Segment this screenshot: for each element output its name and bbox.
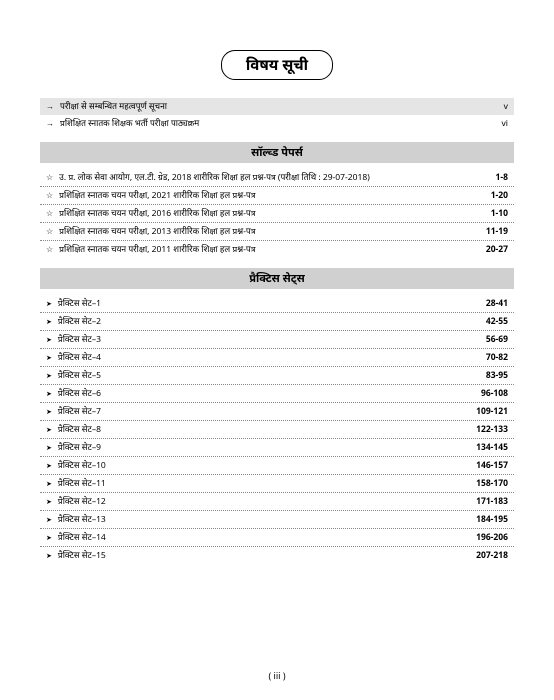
- toc-label: प्रैक्टिस सेट–4: [46, 352, 476, 363]
- page-title-wrap: विषय सूची: [40, 50, 514, 80]
- toc-row: प्रैक्टिस सेट–14196-206: [40, 529, 514, 547]
- toc-label: प्रैक्टिस सेट–1: [46, 298, 476, 309]
- toc-row: उ. प्र. लोक सेवा आयोग, एल.टी. ग्रेड, 201…: [40, 169, 514, 187]
- page-title: विषय सूची: [221, 50, 333, 80]
- toc-row: प्रशिक्षित स्नातक चयन परीक्षा, 2016 शारी…: [40, 205, 514, 223]
- intro-row: प्रशिक्षित स्नातक शिक्षक भर्ती परीक्षा प…: [40, 115, 514, 132]
- toc-row: प्रैक्टिस सेट–9134-145: [40, 439, 514, 457]
- page-number: ( iii ): [0, 669, 554, 682]
- intro-block: परीक्षा से सम्बन्धित महत्वपूर्ण सूचना v …: [40, 98, 514, 132]
- toc-label: प्रैक्टिस सेट–12: [46, 496, 466, 507]
- toc-pages: 42-55: [476, 316, 508, 327]
- toc-pages: 207-218: [466, 550, 508, 561]
- toc-pages: 1-20: [481, 190, 508, 201]
- toc-row: प्रैक्टिस सेट–15207-218: [40, 547, 514, 564]
- toc-label: प्रैक्टिस सेट–3: [46, 334, 476, 345]
- toc-pages: 1-10: [481, 208, 508, 219]
- toc-label: प्रशिक्षित स्नातक चयन परीक्षा, 2013 शारी…: [46, 226, 476, 237]
- toc-pages: 171-183: [466, 496, 508, 507]
- toc-label: उ. प्र. लोक सेवा आयोग, एल.टी. ग्रेड, 201…: [46, 172, 486, 183]
- toc-label: प्रैक्टिस सेट–2: [46, 316, 476, 327]
- toc-label: प्रैक्टिस सेट–6: [46, 388, 471, 399]
- toc-pages: 11-19: [476, 226, 508, 237]
- intro-label: प्रशिक्षित स्नातक शिक्षक भर्ती परीक्षा प…: [46, 118, 199, 129]
- toc-pages: 70-82: [476, 352, 508, 363]
- toc-row: प्रैक्टिस सेट–356-69: [40, 331, 514, 349]
- toc-label: प्रशिक्षित स्नातक चयन परीक्षा, 2011 शारी…: [46, 244, 476, 255]
- toc-row: प्रैक्टिस सेट–696-108: [40, 385, 514, 403]
- toc-row: प्रैक्टिस सेट–470-82: [40, 349, 514, 367]
- intro-row: परीक्षा से सम्बन्धित महत्वपूर्ण सूचना v: [40, 98, 514, 115]
- section-list: उ. प्र. लोक सेवा आयोग, एल.टी. ग्रेड, 201…: [40, 169, 514, 258]
- toc-row: प्रशिक्षित स्नातक चयन परीक्षा, 2011 शारी…: [40, 241, 514, 258]
- toc-label: प्रशिक्षित स्नातक चयन परीक्षा, 2016 शारी…: [46, 208, 481, 219]
- section-header: सॉल्व्ड पेपर्स: [40, 142, 514, 163]
- toc-row: प्रैक्टिस सेट–11158-170: [40, 475, 514, 493]
- toc-row: प्रशिक्षित स्नातक चयन परीक्षा, 2013 शारी…: [40, 223, 514, 241]
- toc-row: प्रैक्टिस सेट–10146-157: [40, 457, 514, 475]
- toc-label: प्रैक्टिस सेट–10: [46, 460, 466, 471]
- toc-row: प्रैक्टिस सेट–12171-183: [40, 493, 514, 511]
- toc-row: प्रशिक्षित स्नातक चयन परीक्षा, 2021 शारी…: [40, 187, 514, 205]
- toc-label: प्रैक्टिस सेट–5: [46, 370, 476, 381]
- toc-pages: 109-121: [466, 406, 508, 417]
- toc-pages: 83-95: [476, 370, 508, 381]
- toc-row: प्रैक्टिस सेट–7109-121: [40, 403, 514, 421]
- toc-label: प्रैक्टिस सेट–15: [46, 550, 466, 561]
- toc-row: प्रैक्टिस सेट–128-41: [40, 295, 514, 313]
- toc-pages: 146-157: [466, 460, 508, 471]
- toc-pages: 158-170: [466, 478, 508, 489]
- toc-row: प्रैक्टिस सेट–583-95: [40, 367, 514, 385]
- intro-pages: vi: [501, 118, 508, 129]
- toc-row: प्रैक्टिस सेट–13184-195: [40, 511, 514, 529]
- toc-label: प्रैक्टिस सेट–13: [46, 514, 466, 525]
- toc-label: प्रैक्टिस सेट–11: [46, 478, 466, 489]
- toc-pages: 1-8: [486, 172, 508, 183]
- toc-pages: 56-69: [476, 334, 508, 345]
- section-header: प्रैक्टिस सेट्स: [40, 268, 514, 289]
- toc-label: प्रैक्टिस सेट–9: [46, 442, 466, 453]
- toc-pages: 184-195: [466, 514, 508, 525]
- intro-pages: v: [504, 101, 508, 112]
- toc-row: प्रैक्टिस सेट–242-55: [40, 313, 514, 331]
- toc-row: प्रैक्टिस सेट–8122-133: [40, 421, 514, 439]
- toc-pages: 122-133: [466, 424, 508, 435]
- toc-label: प्रैक्टिस सेट–7: [46, 406, 466, 417]
- toc-pages: 96-108: [471, 388, 508, 399]
- toc-pages: 28-41: [476, 298, 508, 309]
- toc-label: प्रशिक्षित स्नातक चयन परीक्षा, 2021 शारी…: [46, 190, 481, 201]
- toc-pages: 20-27: [476, 244, 508, 255]
- toc-pages: 196-206: [466, 532, 508, 543]
- toc-label: प्रैक्टिस सेट–14: [46, 532, 466, 543]
- toc-pages: 134-145: [466, 442, 508, 453]
- intro-label: परीक्षा से सम्बन्धित महत्वपूर्ण सूचना: [46, 101, 167, 112]
- toc-label: प्रैक्टिस सेट–8: [46, 424, 466, 435]
- section-list: प्रैक्टिस सेट–128-41प्रैक्टिस सेट–242-55…: [40, 295, 514, 564]
